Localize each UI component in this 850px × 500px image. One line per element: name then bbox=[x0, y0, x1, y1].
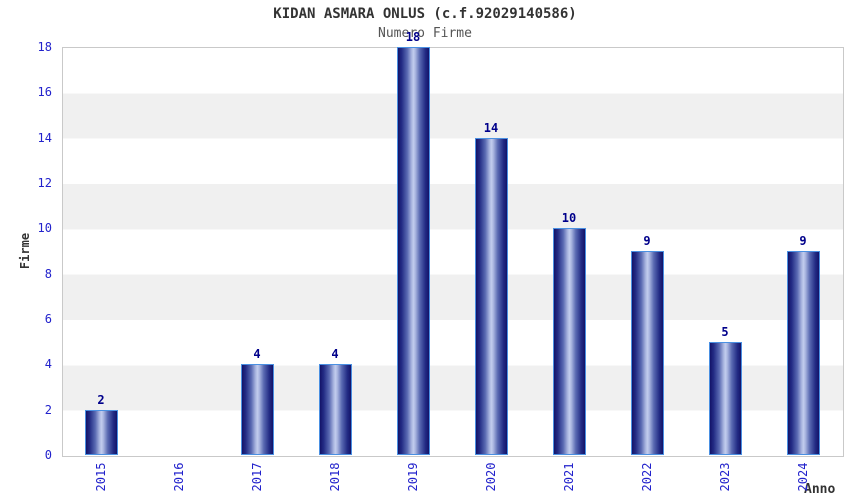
x-tick-label: 2016 bbox=[172, 462, 186, 492]
bar-value-label: 9 bbox=[799, 234, 807, 248]
bar bbox=[552, 228, 586, 455]
x-tick-label: 2017 bbox=[250, 462, 264, 492]
x-tick-label: 2015 bbox=[94, 462, 108, 492]
x-tick-label: 2024 bbox=[796, 462, 810, 492]
bar-value-label: 4 bbox=[253, 347, 261, 362]
bar bbox=[84, 409, 118, 455]
y-tick-label: 10 bbox=[37, 221, 52, 236]
bar-value-label: 9 bbox=[643, 234, 651, 248]
bar bbox=[240, 364, 274, 455]
bar-value-label: 2 bbox=[97, 392, 105, 407]
x-tick-label: 2022 bbox=[640, 462, 654, 492]
x-tick-label: 2021 bbox=[562, 462, 576, 492]
bar bbox=[396, 47, 430, 455]
bar bbox=[318, 364, 352, 455]
y-tick-label: 6 bbox=[44, 312, 52, 326]
bar-value-label: 4 bbox=[331, 347, 339, 362]
x-tick-label: 2019 bbox=[406, 462, 420, 492]
bar bbox=[630, 251, 664, 455]
chart-title: KIDAN ASMARA ONLUS (c.f.92029140586) bbox=[273, 6, 577, 22]
y-tick-label: 14 bbox=[37, 130, 52, 145]
y-tick-label: 16 bbox=[37, 85, 52, 100]
y-tick-label: 4 bbox=[44, 357, 52, 372]
bar bbox=[708, 341, 742, 455]
bar-value-label: 14 bbox=[483, 120, 499, 135]
chart-subtitle: Numero Firme bbox=[378, 26, 472, 41]
y-tick-label: 12 bbox=[37, 176, 52, 190]
x-tick-label: 2018 bbox=[328, 462, 342, 492]
x-tick-label: 2023 bbox=[718, 462, 732, 492]
bar bbox=[786, 251, 820, 455]
x-tick-label: 2020 bbox=[484, 462, 498, 492]
y-tick-label: 18 bbox=[37, 40, 52, 54]
y-tick-label: 2 bbox=[44, 402, 52, 417]
y-tick-label: 8 bbox=[44, 266, 52, 281]
bar-value-label: 5 bbox=[721, 324, 729, 339]
x-axis-label: Anno bbox=[804, 482, 836, 497]
bar-value-label: 18 bbox=[405, 30, 421, 44]
y-tick-label: 0 bbox=[44, 448, 52, 462]
bar bbox=[474, 137, 508, 455]
bar-value-label: 10 bbox=[561, 211, 577, 226]
